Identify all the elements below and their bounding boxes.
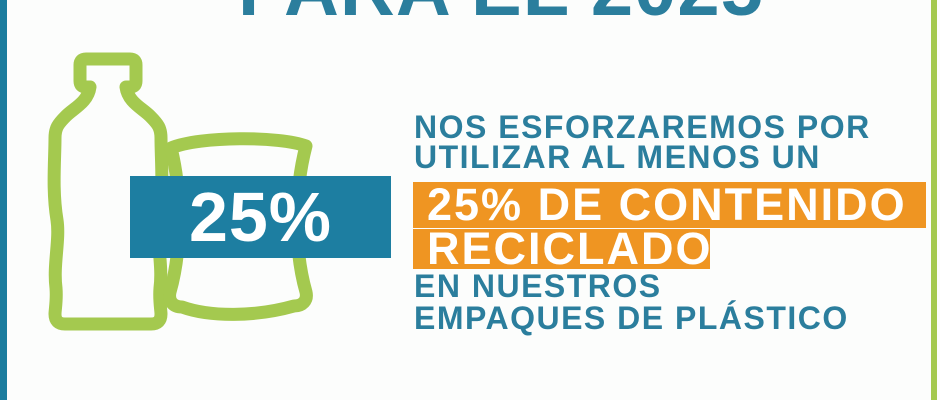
message-intro-line-2: UTILIZAR AL MENOS UN [414,139,821,175]
percentage-badge-value: 25% [188,178,333,256]
message-highlight-line-1: 25% DE CONTENIDO [413,179,926,230]
message-outro-line-2: EMPAQUES DE PLÁSTICO [414,300,849,336]
message-intro-line-1: NOS ESFORZAREMOS POR [414,109,871,145]
right-accent-bar [931,0,937,400]
percentage-badge: 25% [130,176,391,258]
left-accent-bar [0,0,7,400]
message-outro-line-1: EN NUESTROS [414,268,662,304]
page-title: PARA EL 2025 [238,0,764,28]
plastic-bottle-icon [47,52,169,331]
message-highlight-line-2: RECICLADO [413,223,711,274]
